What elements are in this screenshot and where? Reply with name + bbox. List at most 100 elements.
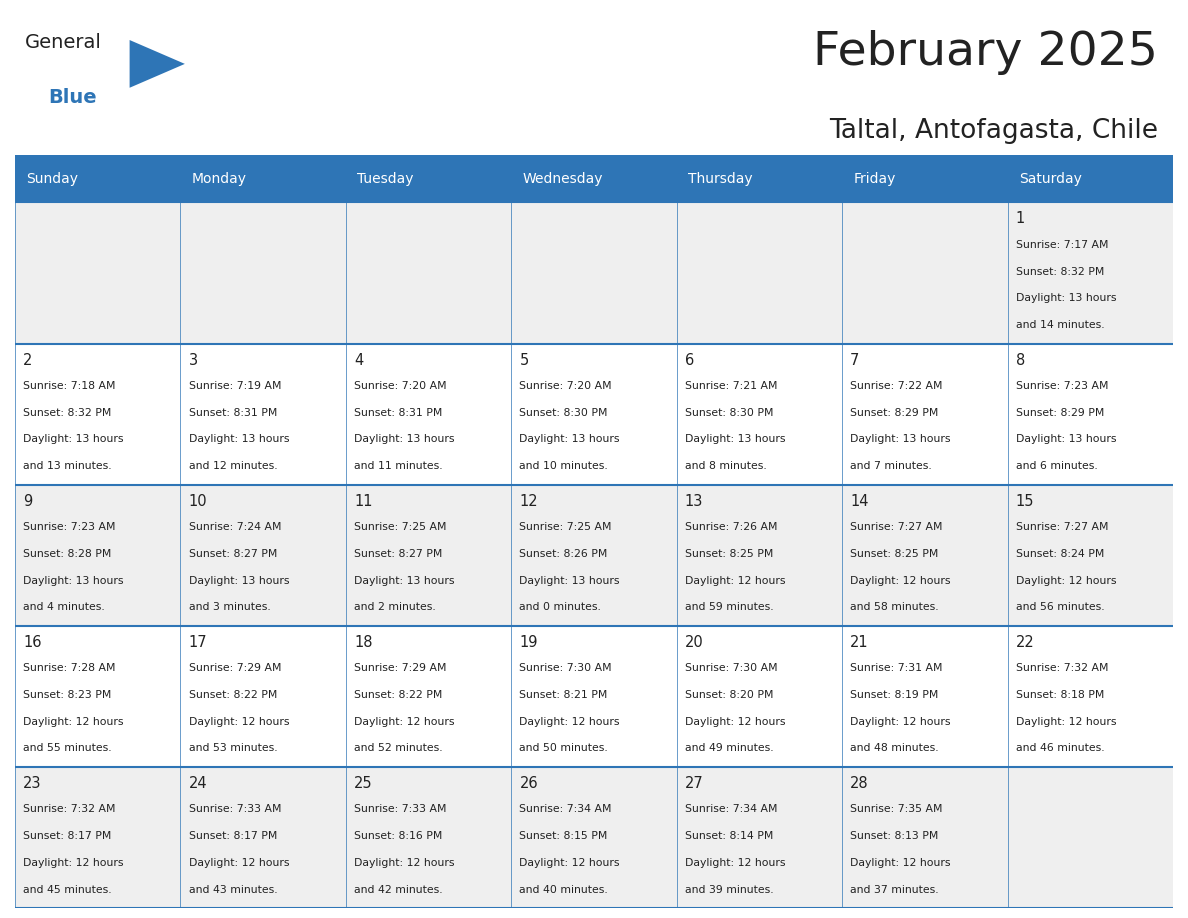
Text: and 2 minutes.: and 2 minutes. bbox=[354, 602, 436, 612]
Text: General: General bbox=[25, 33, 101, 52]
Text: February 2025: February 2025 bbox=[814, 30, 1158, 75]
Text: Daylight: 13 hours: Daylight: 13 hours bbox=[189, 434, 289, 444]
Text: and 3 minutes.: and 3 minutes. bbox=[189, 602, 271, 612]
Text: Sunset: 8:22 PM: Sunset: 8:22 PM bbox=[189, 689, 277, 700]
Text: Sunrise: 7:24 AM: Sunrise: 7:24 AM bbox=[189, 522, 282, 532]
Text: Daylight: 13 hours: Daylight: 13 hours bbox=[519, 434, 620, 444]
Text: Sunrise: 7:25 AM: Sunrise: 7:25 AM bbox=[519, 522, 612, 532]
Text: Tuesday: Tuesday bbox=[358, 172, 413, 185]
Text: Sunset: 8:30 PM: Sunset: 8:30 PM bbox=[684, 408, 773, 418]
Text: Sunrise: 7:17 AM: Sunrise: 7:17 AM bbox=[1016, 240, 1108, 250]
Text: Saturday: Saturday bbox=[1019, 172, 1082, 185]
Text: Sunrise: 7:28 AM: Sunrise: 7:28 AM bbox=[23, 663, 115, 673]
Text: Daylight: 12 hours: Daylight: 12 hours bbox=[684, 717, 785, 727]
Text: Sunset: 8:31 PM: Sunset: 8:31 PM bbox=[189, 408, 277, 418]
Text: and 8 minutes.: and 8 minutes. bbox=[684, 461, 766, 471]
Text: Monday: Monday bbox=[192, 172, 247, 185]
Text: 16: 16 bbox=[23, 635, 42, 650]
Text: Sunset: 8:24 PM: Sunset: 8:24 PM bbox=[1016, 549, 1104, 559]
Text: Sunset: 8:32 PM: Sunset: 8:32 PM bbox=[23, 408, 112, 418]
Text: Sunrise: 7:34 AM: Sunrise: 7:34 AM bbox=[519, 804, 612, 814]
Text: Sunrise: 7:32 AM: Sunrise: 7:32 AM bbox=[23, 804, 115, 814]
Text: Sunrise: 7:18 AM: Sunrise: 7:18 AM bbox=[23, 381, 115, 391]
Text: 3: 3 bbox=[189, 353, 197, 367]
Text: and 37 minutes.: and 37 minutes. bbox=[851, 885, 939, 894]
Text: and 42 minutes.: and 42 minutes. bbox=[354, 885, 443, 894]
Text: Daylight: 12 hours: Daylight: 12 hours bbox=[851, 576, 950, 586]
Text: Sunrise: 7:33 AM: Sunrise: 7:33 AM bbox=[189, 804, 282, 814]
Text: and 13 minutes.: and 13 minutes. bbox=[23, 461, 112, 471]
Text: Sunrise: 7:25 AM: Sunrise: 7:25 AM bbox=[354, 522, 447, 532]
Text: Sunset: 8:27 PM: Sunset: 8:27 PM bbox=[189, 549, 277, 559]
Text: Sunrise: 7:30 AM: Sunrise: 7:30 AM bbox=[684, 663, 777, 673]
Text: Daylight: 13 hours: Daylight: 13 hours bbox=[1016, 294, 1117, 303]
Text: Sunrise: 7:23 AM: Sunrise: 7:23 AM bbox=[23, 522, 115, 532]
Text: Sunset: 8:16 PM: Sunset: 8:16 PM bbox=[354, 831, 442, 841]
Text: Sunset: 8:13 PM: Sunset: 8:13 PM bbox=[851, 831, 939, 841]
Polygon shape bbox=[129, 40, 185, 88]
Text: Daylight: 13 hours: Daylight: 13 hours bbox=[23, 576, 124, 586]
Text: 12: 12 bbox=[519, 494, 538, 509]
Text: 9: 9 bbox=[23, 494, 32, 509]
Text: Daylight: 12 hours: Daylight: 12 hours bbox=[189, 857, 289, 868]
Text: 17: 17 bbox=[189, 635, 207, 650]
Text: 19: 19 bbox=[519, 635, 538, 650]
Text: Sunrise: 7:26 AM: Sunrise: 7:26 AM bbox=[684, 522, 777, 532]
Text: Sunrise: 7:32 AM: Sunrise: 7:32 AM bbox=[1016, 663, 1108, 673]
Text: and 55 minutes.: and 55 minutes. bbox=[23, 744, 112, 754]
Text: and 6 minutes.: and 6 minutes. bbox=[1016, 461, 1098, 471]
Text: Sunset: 8:31 PM: Sunset: 8:31 PM bbox=[354, 408, 442, 418]
Text: Sunrise: 7:27 AM: Sunrise: 7:27 AM bbox=[851, 522, 943, 532]
Text: Friday: Friday bbox=[854, 172, 896, 185]
Text: 25: 25 bbox=[354, 776, 373, 791]
Text: Thursday: Thursday bbox=[688, 172, 753, 185]
Text: and 39 minutes.: and 39 minutes. bbox=[684, 885, 773, 894]
Text: 23: 23 bbox=[23, 776, 42, 791]
Text: 10: 10 bbox=[189, 494, 207, 509]
Text: Sunset: 8:30 PM: Sunset: 8:30 PM bbox=[519, 408, 608, 418]
Text: 18: 18 bbox=[354, 635, 373, 650]
Text: Daylight: 13 hours: Daylight: 13 hours bbox=[189, 576, 289, 586]
Bar bbox=[15, 203, 1173, 343]
Text: Sunrise: 7:30 AM: Sunrise: 7:30 AM bbox=[519, 663, 612, 673]
Text: 7: 7 bbox=[851, 353, 860, 367]
Text: 8: 8 bbox=[1016, 353, 1025, 367]
Text: and 58 minutes.: and 58 minutes. bbox=[851, 602, 939, 612]
Text: Daylight: 12 hours: Daylight: 12 hours bbox=[684, 857, 785, 868]
Text: Sunrise: 7:35 AM: Sunrise: 7:35 AM bbox=[851, 804, 943, 814]
Text: 22: 22 bbox=[1016, 635, 1035, 650]
Text: Sunset: 8:25 PM: Sunset: 8:25 PM bbox=[851, 549, 939, 559]
Text: Daylight: 12 hours: Daylight: 12 hours bbox=[189, 717, 289, 727]
Text: Blue: Blue bbox=[49, 88, 97, 106]
Text: Daylight: 13 hours: Daylight: 13 hours bbox=[851, 434, 950, 444]
Text: Sunrise: 7:31 AM: Sunrise: 7:31 AM bbox=[851, 663, 943, 673]
Text: Sunset: 8:29 PM: Sunset: 8:29 PM bbox=[851, 408, 939, 418]
Text: and 52 minutes.: and 52 minutes. bbox=[354, 744, 443, 754]
Text: Sunrise: 7:29 AM: Sunrise: 7:29 AM bbox=[189, 663, 282, 673]
Text: Sunset: 8:17 PM: Sunset: 8:17 PM bbox=[23, 831, 112, 841]
Text: Sunset: 8:29 PM: Sunset: 8:29 PM bbox=[1016, 408, 1104, 418]
Text: Sunrise: 7:20 AM: Sunrise: 7:20 AM bbox=[519, 381, 612, 391]
Text: Sunrise: 7:21 AM: Sunrise: 7:21 AM bbox=[684, 381, 777, 391]
Bar bbox=[15, 155, 1173, 203]
Text: Daylight: 12 hours: Daylight: 12 hours bbox=[1016, 576, 1117, 586]
Text: Taltal, Antofagasta, Chile: Taltal, Antofagasta, Chile bbox=[829, 118, 1158, 144]
Text: Sunset: 8:14 PM: Sunset: 8:14 PM bbox=[684, 831, 773, 841]
Text: Daylight: 12 hours: Daylight: 12 hours bbox=[354, 717, 455, 727]
Text: 1: 1 bbox=[1016, 211, 1025, 227]
Text: 20: 20 bbox=[684, 635, 703, 650]
Text: and 43 minutes.: and 43 minutes. bbox=[189, 885, 277, 894]
Text: Sunset: 8:26 PM: Sunset: 8:26 PM bbox=[519, 549, 608, 559]
Bar bbox=[15, 485, 1173, 626]
Text: Sunset: 8:21 PM: Sunset: 8:21 PM bbox=[519, 689, 608, 700]
Text: Daylight: 12 hours: Daylight: 12 hours bbox=[519, 857, 620, 868]
Text: 5: 5 bbox=[519, 353, 529, 367]
Bar bbox=[15, 626, 1173, 767]
Text: and 10 minutes.: and 10 minutes. bbox=[519, 461, 608, 471]
Text: Daylight: 12 hours: Daylight: 12 hours bbox=[23, 717, 124, 727]
Text: Sunrise: 7:23 AM: Sunrise: 7:23 AM bbox=[1016, 381, 1108, 391]
Text: Sunrise: 7:29 AM: Sunrise: 7:29 AM bbox=[354, 663, 447, 673]
Text: Daylight: 13 hours: Daylight: 13 hours bbox=[519, 576, 620, 586]
Text: Daylight: 13 hours: Daylight: 13 hours bbox=[354, 434, 455, 444]
Text: and 56 minutes.: and 56 minutes. bbox=[1016, 602, 1105, 612]
